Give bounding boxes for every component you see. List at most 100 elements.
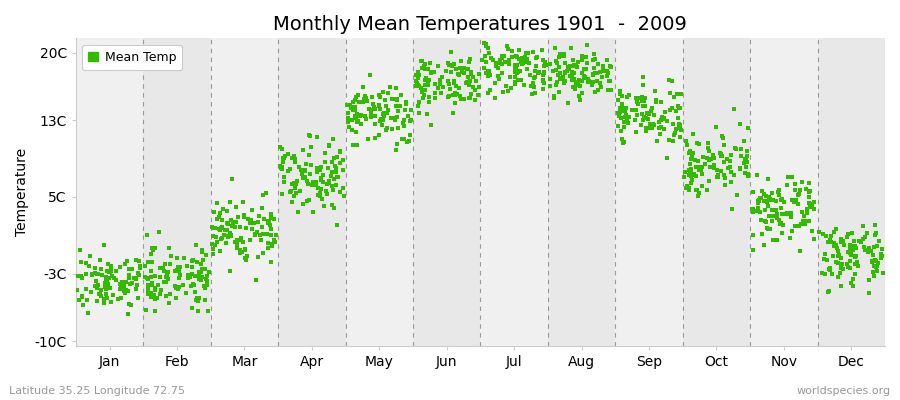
Mean Temp <box>358 113 373 119</box>
Mean Temp <box>746 208 760 215</box>
Mean Temp <box>717 159 732 165</box>
Mean Temp <box>104 263 118 270</box>
Mean Temp <box>536 77 550 84</box>
Mean Temp <box>626 107 640 114</box>
Mean Temp <box>765 218 779 224</box>
Mean Temp <box>561 68 575 74</box>
Mean Temp <box>176 281 191 288</box>
Mean Temp <box>468 87 482 93</box>
Mean Temp <box>613 107 627 113</box>
Mean Temp <box>120 258 134 264</box>
Mean Temp <box>801 180 815 186</box>
Mean Temp <box>417 92 431 98</box>
Mean Temp <box>344 104 358 110</box>
Mean Temp <box>245 226 259 232</box>
Mean Temp <box>397 122 411 129</box>
Mean Temp <box>720 155 734 162</box>
Mean Temp <box>252 212 266 219</box>
Mean Temp <box>739 164 753 170</box>
Mean Temp <box>438 68 453 74</box>
Mean Temp <box>715 153 729 160</box>
Mean Temp <box>368 106 382 112</box>
Mean Temp <box>225 176 239 182</box>
Mean Temp <box>791 190 806 197</box>
Mean Temp <box>833 239 848 246</box>
Mean Temp <box>554 53 569 59</box>
Mean Temp <box>702 157 716 163</box>
Bar <box>616 38 683 346</box>
Mean Temp <box>482 50 496 57</box>
Mean Temp <box>428 95 443 102</box>
Mean Temp <box>341 119 356 126</box>
Mean Temp <box>100 295 114 302</box>
Mean Temp <box>311 185 326 191</box>
Mean Temp <box>528 55 543 61</box>
Mean Temp <box>378 126 392 133</box>
Mean Temp <box>718 175 733 182</box>
Mean Temp <box>553 70 567 77</box>
Mean Temp <box>760 198 774 205</box>
Mean Temp <box>310 178 324 185</box>
Mean Temp <box>501 88 516 94</box>
Mean Temp <box>525 91 539 98</box>
Mean Temp <box>389 102 403 109</box>
Mean Temp <box>491 73 505 80</box>
Mean Temp <box>107 274 122 281</box>
Mean Temp <box>574 53 589 59</box>
Mean Temp <box>436 84 450 90</box>
Mean Temp <box>526 75 541 82</box>
Mean Temp <box>215 234 230 241</box>
Mean Temp <box>575 90 590 96</box>
Mean Temp <box>87 283 102 290</box>
Mean Temp <box>198 297 212 304</box>
Mean Temp <box>515 55 529 61</box>
Mean Temp <box>636 114 651 120</box>
Mean Temp <box>502 61 517 67</box>
Mean Temp <box>558 69 572 75</box>
Mean Temp <box>111 295 125 302</box>
Mean Temp <box>640 125 654 132</box>
Mean Temp <box>856 222 870 229</box>
Mean Temp <box>250 219 265 226</box>
Mean Temp <box>844 280 859 286</box>
Mean Temp <box>359 95 374 101</box>
Mean Temp <box>333 188 347 195</box>
Mean Temp <box>536 69 551 76</box>
Mean Temp <box>796 218 811 224</box>
Mean Temp <box>536 70 551 76</box>
Mean Temp <box>252 232 266 238</box>
Mean Temp <box>733 121 747 128</box>
Mean Temp <box>260 231 274 237</box>
Mean Temp <box>818 251 832 258</box>
Mean Temp <box>757 242 771 248</box>
Mean Temp <box>220 220 234 226</box>
Mean Temp <box>167 268 182 274</box>
Mean Temp <box>799 218 814 224</box>
Mean Temp <box>629 106 643 113</box>
Mean Temp <box>384 96 399 102</box>
Mean Temp <box>736 160 751 166</box>
Mean Temp <box>364 107 378 114</box>
Mean Temp <box>577 74 591 81</box>
Mean Temp <box>84 289 98 295</box>
Mean Temp <box>513 67 527 74</box>
Mean Temp <box>301 177 315 184</box>
Mean Temp <box>205 224 220 231</box>
Mean Temp <box>573 97 588 103</box>
Mean Temp <box>421 81 436 87</box>
Mean Temp <box>322 142 337 148</box>
Mean Temp <box>495 53 509 60</box>
Mean Temp <box>667 94 681 100</box>
Mean Temp <box>738 156 752 162</box>
Mean Temp <box>266 243 280 250</box>
Mean Temp <box>469 78 483 84</box>
Mean Temp <box>120 287 134 294</box>
Mean Temp <box>329 174 344 180</box>
Mean Temp <box>340 102 355 108</box>
Mean Temp <box>860 229 874 236</box>
Mean Temp <box>681 185 696 192</box>
Mean Temp <box>688 187 703 193</box>
Mean Temp <box>685 154 699 160</box>
Mean Temp <box>466 74 481 80</box>
Mean Temp <box>787 199 801 206</box>
